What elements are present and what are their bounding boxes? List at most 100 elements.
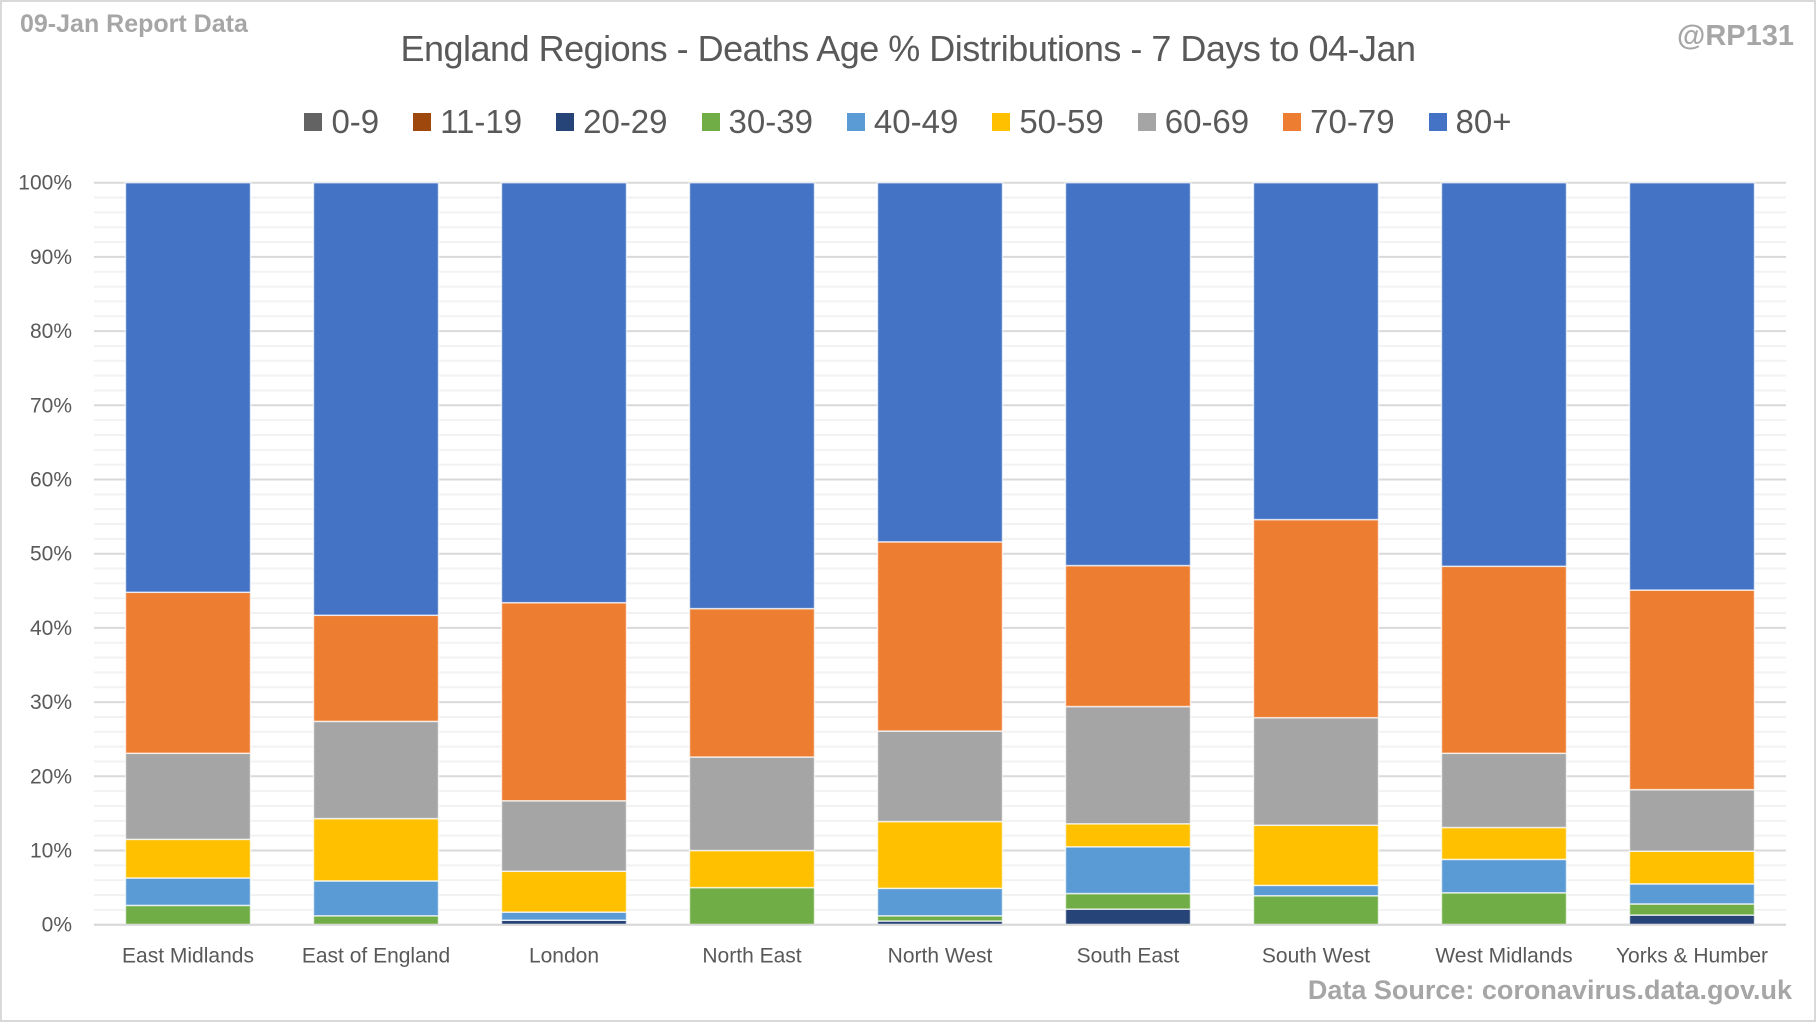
bar-segment bbox=[1628, 850, 1756, 885]
legend-label: 60-69 bbox=[1164, 103, 1250, 140]
bar-segment bbox=[876, 887, 1004, 917]
y-tick-label: 20% bbox=[30, 765, 72, 788]
bar-segment bbox=[1628, 589, 1756, 791]
bar-segment bbox=[1628, 181, 1756, 591]
legend-label: 80+ bbox=[1455, 103, 1512, 140]
x-category-label: North East bbox=[702, 945, 801, 968]
x-category-label: East Midlands bbox=[122, 945, 254, 968]
bar-segment bbox=[1064, 564, 1192, 708]
y-axis-ticks: 0% 10% 20% 30% 40% 50% 60% 70% 80% 90% 100% bbox=[18, 172, 72, 937]
bar-segment bbox=[124, 181, 252, 594]
x-category-label: South East bbox=[1077, 945, 1180, 968]
bar-segment bbox=[500, 800, 628, 873]
chart-legend: 0-9 11-19 20-29 30-39 40-49 50-59 60-69 70-79 80… bbox=[0, 103, 1816, 141]
bar-segment bbox=[876, 915, 1004, 922]
legend-label: 0-9 bbox=[331, 103, 380, 140]
bar-segment bbox=[1440, 565, 1568, 755]
legend-item: 11-19 bbox=[413, 103, 522, 141]
bar-segment bbox=[500, 181, 628, 604]
bar-segment bbox=[876, 730, 1004, 823]
legend-label: 20-29 bbox=[583, 103, 668, 140]
y-tick-label: 70% bbox=[30, 394, 72, 417]
y-tick-label: 60% bbox=[30, 469, 72, 492]
bar-segment bbox=[1628, 914, 1756, 926]
bar-segment bbox=[688, 849, 816, 889]
bar-segment bbox=[312, 720, 440, 820]
bar-segment bbox=[124, 904, 252, 926]
y-tick-label: 40% bbox=[30, 617, 72, 640]
bar-segment bbox=[688, 886, 816, 926]
bar-segment bbox=[1064, 846, 1192, 895]
data-source-note: Data Source: coronavirus.data.gov.uk bbox=[1307, 975, 1792, 1005]
y-tick-label: 100% bbox=[18, 172, 72, 195]
bar-segment bbox=[1064, 908, 1192, 926]
bar-stack bbox=[876, 181, 1004, 926]
bar-stack bbox=[1440, 181, 1568, 926]
legend-item: 80+ bbox=[1428, 103, 1512, 141]
legend-item: 50-59 bbox=[992, 103, 1104, 141]
legend-swatch bbox=[1137, 113, 1156, 131]
y-tick-label: 0% bbox=[42, 914, 72, 937]
bar-segment bbox=[124, 838, 252, 879]
bar-segment bbox=[876, 820, 1004, 890]
chart-title: England Regions - Deaths Age % Distribut… bbox=[400, 28, 1416, 69]
bar-stack bbox=[312, 181, 440, 926]
bar-segment bbox=[1064, 181, 1192, 567]
y-tick-label: 90% bbox=[30, 246, 72, 269]
legend-item: 70-79 bbox=[1283, 103, 1395, 141]
legend-label: 40-49 bbox=[873, 103, 959, 140]
x-category-label: North West bbox=[888, 945, 993, 968]
bar-segment bbox=[500, 870, 628, 913]
x-category-label: Yorks & Humber bbox=[1616, 945, 1768, 968]
bar-segment bbox=[1252, 716, 1380, 827]
legend-item: 60-69 bbox=[1137, 103, 1250, 141]
bar-segment bbox=[1064, 705, 1192, 825]
bar-segment bbox=[1440, 858, 1568, 894]
legend-item: 40-49 bbox=[846, 103, 959, 141]
bar-segment bbox=[1252, 824, 1380, 887]
x-category-label: West Midlands bbox=[1435, 945, 1572, 968]
legend-swatch bbox=[1428, 113, 1447, 131]
legend-swatch bbox=[413, 113, 432, 131]
legend-swatch bbox=[992, 113, 1011, 131]
bar-segment bbox=[312, 181, 440, 617]
legend-label: 11-19 bbox=[440, 103, 523, 140]
legend-swatch bbox=[1283, 113, 1302, 131]
bar-segment bbox=[1252, 518, 1380, 719]
legend-swatch bbox=[846, 113, 865, 131]
bar-stack bbox=[1252, 181, 1380, 926]
bar-segment bbox=[1064, 892, 1192, 910]
legend-item: 20-29 bbox=[556, 103, 668, 141]
report-date-note: 09-Jan Report Data bbox=[20, 10, 248, 38]
bar-segment bbox=[1440, 181, 1568, 568]
bar-segment bbox=[1440, 892, 1568, 926]
author-handle: @RP131 bbox=[1677, 20, 1794, 52]
y-tick-label: 50% bbox=[30, 543, 72, 566]
bar-segment bbox=[500, 911, 628, 921]
x-category-label: South West bbox=[1262, 945, 1370, 968]
bar-segment bbox=[124, 877, 252, 907]
bar-segment bbox=[1440, 752, 1568, 829]
bar-segment bbox=[1064, 823, 1192, 848]
bar-segment bbox=[312, 614, 440, 723]
bar-segment bbox=[124, 752, 252, 841]
bar-segment bbox=[876, 181, 1004, 543]
bar-segment bbox=[1252, 895, 1380, 926]
y-tick-label: 80% bbox=[30, 320, 72, 343]
bar-segment bbox=[688, 756, 816, 852]
bar-segment bbox=[1252, 884, 1380, 897]
bar-segment bbox=[1628, 788, 1756, 852]
legend-swatch bbox=[556, 113, 575, 131]
x-category-label: London bbox=[529, 945, 599, 968]
bar-segment bbox=[312, 817, 440, 882]
bar-stack bbox=[124, 181, 252, 926]
bar-segment bbox=[876, 541, 1004, 732]
y-tick-label: 30% bbox=[30, 691, 72, 714]
legend-label: 70-79 bbox=[1310, 103, 1395, 140]
legend-swatch bbox=[304, 113, 323, 131]
bar-stack bbox=[1064, 181, 1192, 926]
bar-segment bbox=[1440, 826, 1568, 861]
bar-stack bbox=[1628, 181, 1756, 926]
bar-stack bbox=[688, 181, 816, 926]
x-axis-labels: East Midlands East of England London North … bbox=[122, 945, 1768, 968]
